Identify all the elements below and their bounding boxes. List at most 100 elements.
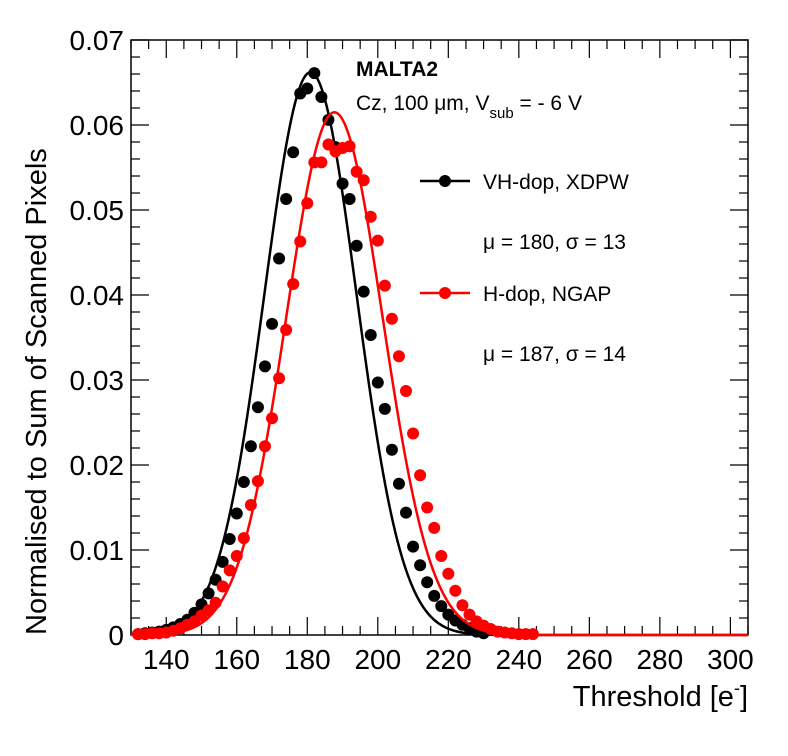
data-point xyxy=(315,90,328,103)
data-point xyxy=(526,628,539,641)
legend: VH-dop, XDPW μ = 180, σ = 13 H-dop, NGAP… xyxy=(420,171,629,366)
data-point xyxy=(273,252,286,265)
data-point xyxy=(435,600,448,613)
data-point xyxy=(421,576,434,589)
data-point xyxy=(414,469,427,482)
data-point xyxy=(400,385,413,398)
data-point xyxy=(378,402,391,415)
data-point xyxy=(456,599,469,612)
data-point xyxy=(223,532,236,545)
data-point xyxy=(301,82,314,95)
y-tick-label: 0.06 xyxy=(70,110,125,141)
data-point xyxy=(449,584,462,597)
data-point xyxy=(202,604,215,617)
data-point xyxy=(421,501,434,514)
data-point xyxy=(287,146,300,159)
legend-marker-series-2 xyxy=(439,287,451,299)
data-point xyxy=(266,412,279,425)
axis-tick-labels: 140 160 180 200 220 240 260 280 300 0 0.01 0.02 0.03… xyxy=(70,25,754,675)
data-point xyxy=(407,427,420,440)
y-axis-title: Normalised to Sum of Scanned Pixels xyxy=(21,148,53,635)
x-axis-title: Threshold [e-] xyxy=(573,678,748,713)
series-2 xyxy=(130,111,748,641)
data-point xyxy=(209,596,222,609)
data-point xyxy=(407,540,420,553)
y-tick-label: 0.01 xyxy=(70,535,125,566)
data-point xyxy=(364,328,377,341)
legend-marker-series-1 xyxy=(439,175,451,187)
data-point xyxy=(258,360,271,373)
data-point xyxy=(294,235,307,248)
y-tick-label: 0.07 xyxy=(70,25,125,56)
x-axis-title-close: ] xyxy=(740,681,748,713)
data-point xyxy=(442,567,455,580)
data-point xyxy=(251,401,264,414)
data-point xyxy=(258,440,271,453)
data-point xyxy=(385,443,398,456)
data-point xyxy=(400,506,413,519)
data-point xyxy=(350,239,363,252)
data-point xyxy=(371,376,384,389)
data-point xyxy=(280,192,293,205)
annotation-conditions-prefix: Cz, 100 μm, V xyxy=(356,92,489,115)
data-point xyxy=(244,440,257,453)
x-tick-label: 240 xyxy=(495,644,542,675)
x-axis-title-sup: - xyxy=(734,678,740,698)
x-tick-label: 260 xyxy=(566,644,613,675)
fit-curve-series-2 xyxy=(130,111,748,637)
x-tick-label: 140 xyxy=(143,644,190,675)
data-point xyxy=(273,372,286,385)
series-layer xyxy=(130,67,748,641)
data-point xyxy=(230,549,243,562)
data-point xyxy=(357,174,370,187)
data-point xyxy=(308,67,321,80)
data-point xyxy=(343,140,356,153)
annotation-conditions: Cz, 100 μm, Vsub = - 6 V xyxy=(356,92,582,122)
axis-ticks xyxy=(130,39,749,636)
x-tick-label: 300 xyxy=(707,644,754,675)
data-point xyxy=(428,589,441,602)
data-point xyxy=(350,165,363,178)
x-tick-label: 200 xyxy=(354,644,401,675)
data-point xyxy=(237,476,250,488)
annotation-title: MALTA2 xyxy=(356,58,438,81)
data-point xyxy=(266,317,279,330)
x-tick-label: 220 xyxy=(425,644,472,675)
data-point xyxy=(223,564,236,577)
y-tick-label: 0.05 xyxy=(70,195,125,226)
data-point xyxy=(364,210,377,223)
x-tick-label: 180 xyxy=(284,644,331,675)
x-tick-label: 280 xyxy=(636,644,683,675)
plot-frame xyxy=(130,39,749,636)
legend-label-series-2: H-dop, NGAP xyxy=(483,283,611,306)
y-tick-label: 0.02 xyxy=(70,450,125,481)
y-tick-label: 0.04 xyxy=(70,280,125,311)
data-point xyxy=(357,285,370,298)
x-axis-title-text: Threshold [e xyxy=(573,681,734,713)
data-point xyxy=(202,587,215,600)
data-point xyxy=(301,197,314,210)
data-point xyxy=(216,580,229,593)
data-point xyxy=(385,312,398,325)
data-point xyxy=(428,521,441,534)
x-tick-label: 160 xyxy=(213,644,260,675)
data-point xyxy=(414,559,427,572)
data-point xyxy=(244,498,257,511)
data-point xyxy=(315,156,328,169)
data-point xyxy=(230,507,243,520)
data-point xyxy=(392,477,405,490)
y-tick-label: 0.03 xyxy=(70,365,125,396)
data-point xyxy=(336,177,349,190)
legend-stats-series-1: μ = 180, σ = 13 xyxy=(483,231,626,254)
data-point xyxy=(287,277,300,290)
data-point xyxy=(237,532,250,545)
data-point xyxy=(435,549,448,562)
y-tick-label: 0 xyxy=(108,620,124,651)
data-point xyxy=(280,323,293,336)
legend-stats-series-2: μ = 187, σ = 14 xyxy=(483,343,626,366)
annotation-conditions-sub: sub xyxy=(489,105,513,122)
data-point xyxy=(216,555,229,568)
annotation-conditions-suffix: = - 6 V xyxy=(514,92,582,115)
data-point xyxy=(392,350,405,363)
